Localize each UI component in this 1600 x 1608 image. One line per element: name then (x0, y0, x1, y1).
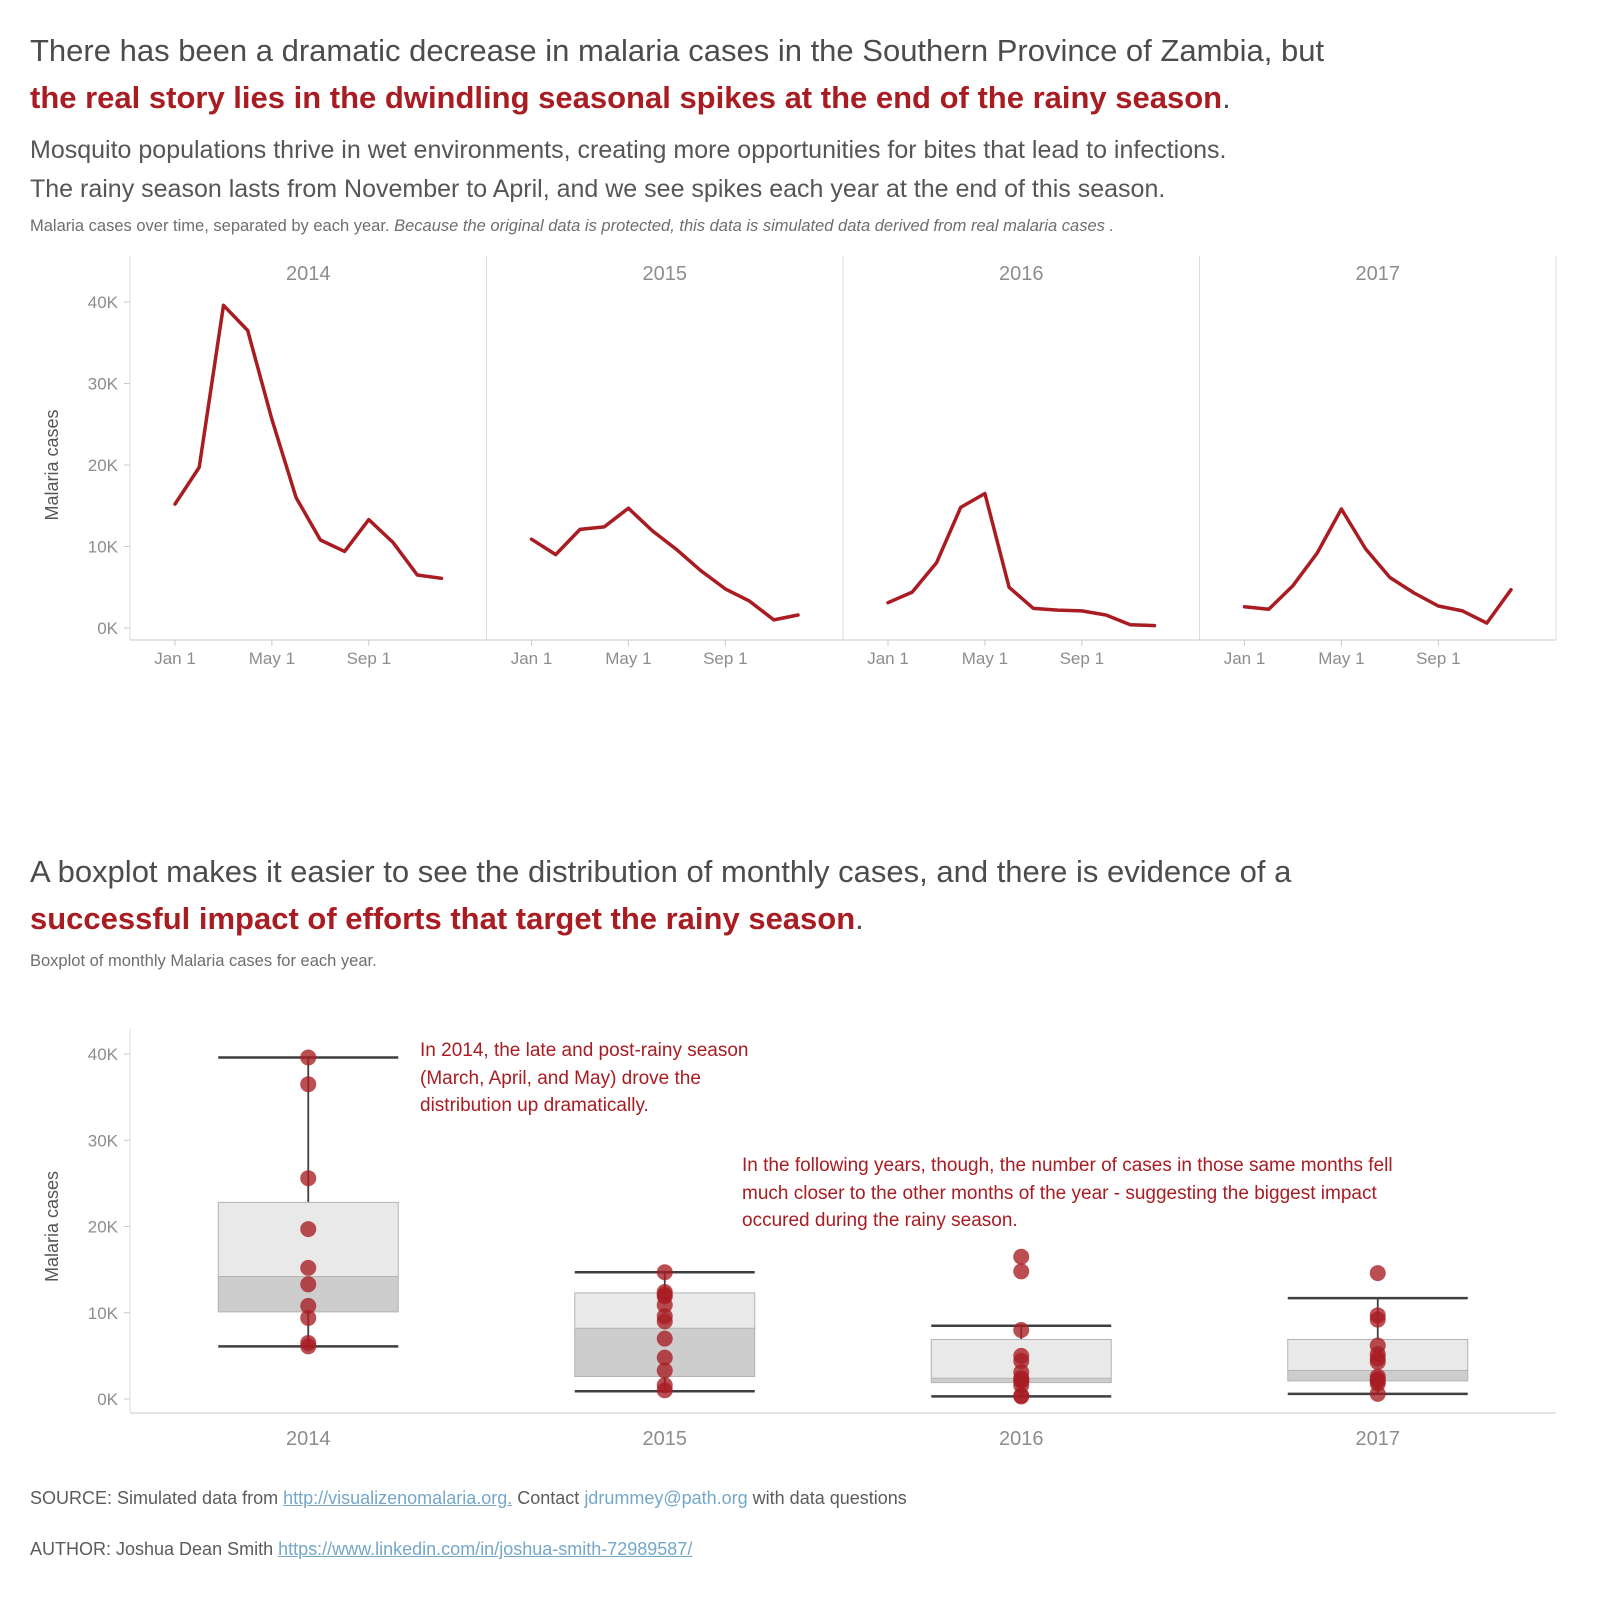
month-dot (300, 1276, 317, 1293)
month-dot (1369, 1353, 1386, 1370)
month-dot (656, 1330, 673, 1347)
svg-text:10K: 10K (88, 538, 119, 557)
malaria-line-2016 (886, 491, 1157, 628)
facet-year-label-2014: 2014 (286, 263, 331, 285)
month-dot (300, 1170, 317, 1187)
month-dot (1369, 1311, 1386, 1328)
svg-text:May 1: May 1 (249, 649, 295, 668)
svg-text:Sep 1: Sep 1 (703, 649, 747, 668)
box-year-label-2016: 2016 (999, 1428, 1044, 1450)
facet-year-label-2017: 2017 (1356, 263, 1401, 285)
svg-text:40K: 40K (88, 1045, 119, 1064)
facet-year-label-2016: 2016 (999, 263, 1044, 285)
svg-text:0K: 0K (97, 1390, 118, 1409)
boxplot-section: A boxplot makes it easier to see the dis… (30, 849, 1570, 1474)
author-line: AUTHOR: Joshua Dean Smith https://www.li… (30, 1539, 1570, 1560)
month-dot (300, 1259, 317, 1276)
source-link[interactable]: http://visualizenomalaria.org. (283, 1488, 513, 1508)
month-dot (1013, 1322, 1030, 1338)
boxplot-title-red-part: successful impact of efforts that target… (30, 900, 856, 936)
month-dot (1013, 1388, 1030, 1405)
svg-text:Sep 1: Sep 1 (1060, 649, 1104, 668)
title-gray-part: There has been a dramatic decrease in ma… (30, 33, 1325, 68)
malaria-line-2015 (529, 506, 800, 622)
svg-text:Sep 1: Sep 1 (347, 649, 391, 668)
svg-text:30K: 30K (88, 1131, 119, 1150)
month-dot (300, 1221, 317, 1238)
title-period: . (1222, 79, 1231, 115)
month-dot (656, 1362, 673, 1379)
svg-text:Malaria cases: Malaria cases (42, 1171, 62, 1282)
month-dot (300, 1297, 317, 1314)
month-dot (656, 1296, 673, 1313)
svg-text:May 1: May 1 (605, 649, 651, 668)
source-prefix: SOURCE: Simulated data from (30, 1488, 279, 1508)
boxplot-2016 (930, 1248, 1112, 1405)
month-dot (300, 1049, 317, 1066)
boxplot-title-period: . (855, 900, 864, 936)
box-year-label-2014: 2014 (286, 1428, 331, 1450)
svg-text:10K: 10K (88, 1304, 119, 1323)
malaria-line-2017 (1242, 507, 1513, 625)
boxplot-caption: Boxplot of monthly Malaria cases for eac… (30, 952, 377, 970)
facet-year-label-2015: 2015 (643, 263, 688, 285)
month-dot (1013, 1263, 1030, 1280)
intro-body-line2: The rainy season lasts from November to … (30, 175, 1166, 203)
source-line: SOURCE: Simulated data from http://visua… (30, 1488, 1570, 1509)
intro-body-line1: Mosquito populations thrive in wet envir… (30, 136, 1227, 164)
svg-text:Malaria cases: Malaria cases (42, 409, 62, 520)
box-chart: 0K 10K 20K 30K 40K Malaria cases 2014 2015 2016 2… (30, 999, 1570, 1474)
annotation-following-years: In the following years, though, the numb… (742, 1155, 1393, 1232)
author-prefix: AUTHOR: Joshua Dean Smith (30, 1539, 274, 1559)
line-chart-svg: 0K 10K 20K 30K 40K Malaria cases 2014 Jan 1 May … (42, 256, 1557, 668)
svg-text:May 1: May 1 (962, 649, 1008, 668)
box-year-label-2017: 2017 (1356, 1428, 1401, 1450)
boxplot-2015 (574, 1264, 756, 1399)
svg-text:20K: 20K (88, 456, 119, 475)
month-dot (656, 1264, 673, 1281)
month-dot (1013, 1248, 1030, 1265)
source-email-link[interactable]: jdrummey@path.org (584, 1488, 748, 1508)
box-year-label-2015: 2015 (643, 1428, 688, 1450)
svg-text:20K: 20K (88, 1218, 119, 1237)
boxplot-title-gray-part: A boxplot makes it easier to see the dis… (30, 854, 1292, 889)
source-middle: Contact (517, 1488, 580, 1508)
month-dot (1369, 1265, 1386, 1282)
svg-text:May 1: May 1 (1318, 649, 1364, 668)
author-link[interactable]: https://www.linkedin.com/in/joshua-smith… (278, 1539, 693, 1559)
month-dot (300, 1338, 317, 1355)
page-title: There has been a dramatic decrease in ma… (30, 28, 1570, 121)
month-dot (1369, 1385, 1386, 1402)
malaria-line-2014 (173, 303, 444, 581)
svg-text:Jan 1: Jan 1 (154, 649, 196, 668)
svg-text:0K: 0K (97, 619, 118, 638)
svg-text:Jan 1: Jan 1 (1224, 649, 1266, 668)
line-chart-caption: Malaria cases over time, separated by ea… (30, 217, 1570, 236)
annotation-2014: In 2014, the late and post-rainy season … (420, 1040, 749, 1117)
box-chart-svg: 0K 10K 20K 30K 40K Malaria cases 2014 2015 2016 2… (42, 1029, 1556, 1450)
month-dot (300, 1309, 317, 1326)
svg-text:Sep 1: Sep 1 (1416, 649, 1460, 668)
svg-text:Jan 1: Jan 1 (511, 649, 553, 668)
month-dot (656, 1313, 673, 1330)
month-dot (300, 1076, 317, 1093)
boxplot-section-title: A boxplot makes it easier to see the dis… (30, 849, 1570, 942)
line-chart: 0K 10K 20K 30K 40K Malaria cases 2014 Jan 1 May … (30, 250, 1570, 691)
month-dot (1013, 1353, 1030, 1370)
line-chart-caption-italic: Because the original data is protected, … (394, 217, 1115, 235)
boxplot-2014 (217, 1049, 399, 1355)
line-chart-caption-normal: Malaria cases over time, separated by ea… (30, 217, 390, 235)
month-dot (656, 1382, 673, 1399)
svg-text:Jan 1: Jan 1 (867, 649, 909, 668)
title-red-part: the real story lies in the dwindling sea… (30, 79, 1223, 115)
source-suffix: with data questions (752, 1488, 907, 1508)
month-dot (656, 1349, 673, 1366)
boxplot-2017 (1287, 1265, 1469, 1402)
svg-text:30K: 30K (88, 375, 119, 394)
svg-text:40K: 40K (88, 293, 119, 312)
